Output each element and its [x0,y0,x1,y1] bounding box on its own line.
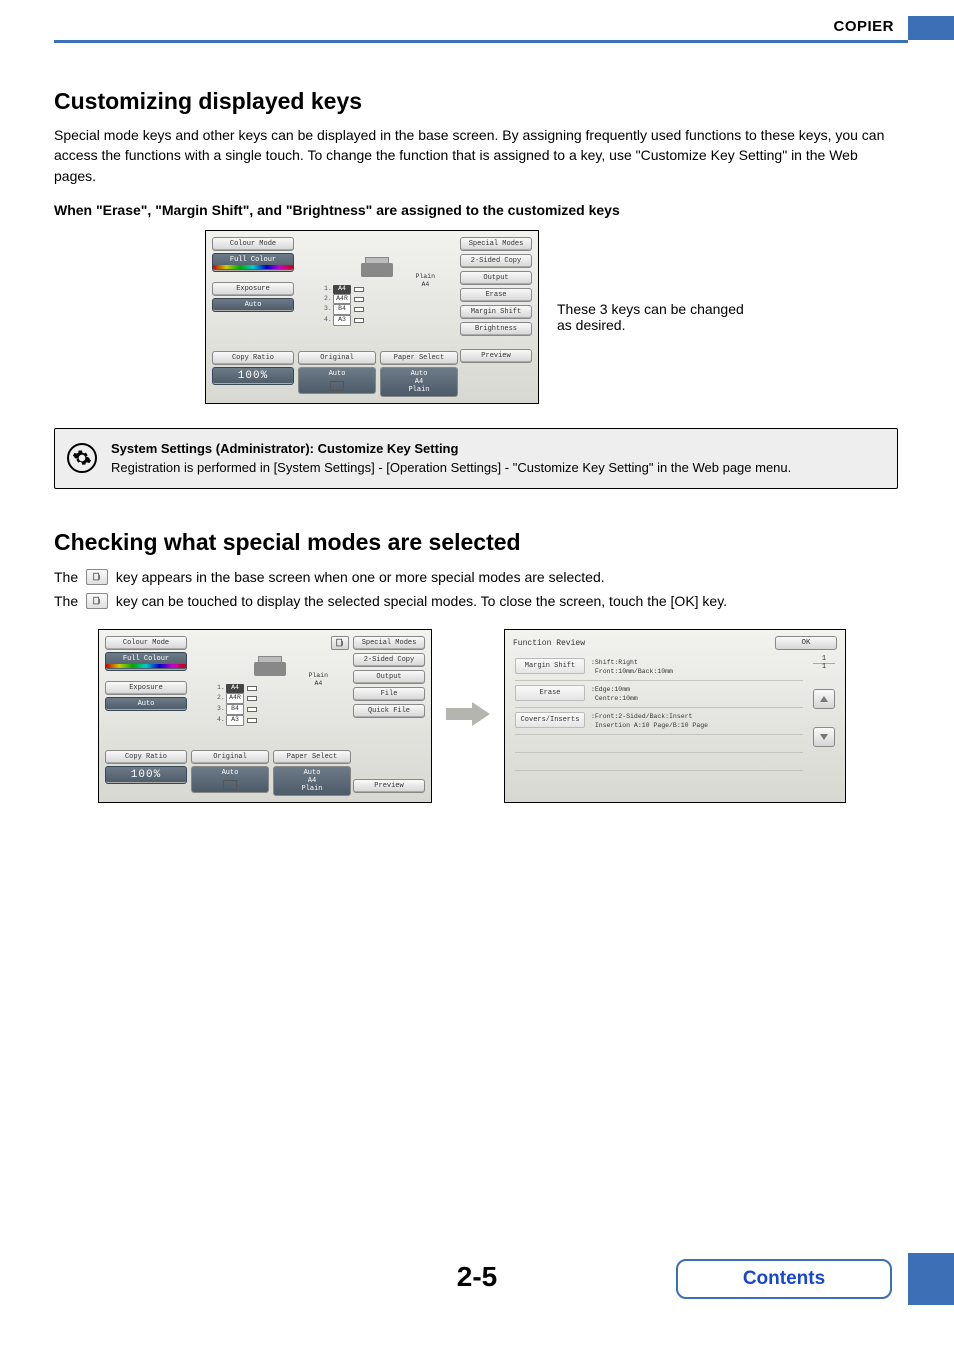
header-accent [908,16,954,40]
exposure-value: Auto [105,697,187,711]
brightness-button[interactable]: Brightness [460,322,532,336]
review-row: Margin Shift :Shift:Right Front:10mm/Bac… [515,654,803,681]
copier-panel-customized: Colour Mode Full Colour Exposure Auto Pl… [205,230,539,404]
header-label: COPIER [833,18,894,35]
original-button[interactable]: Original [298,351,376,365]
colour-mode-value: Full Colour [105,652,187,671]
copy-ratio-value: 100% [212,367,294,385]
review-label[interactable]: Erase [515,685,585,701]
review-row: Covers/Inserts :Front:2-Sided/Back:Inser… [515,708,803,735]
colour-mode-value: Full Colour [212,253,294,272]
quick-file-button[interactable]: Quick File [353,704,425,718]
colour-mode-button[interactable]: Colour Mode [212,237,294,251]
contents-accent [908,1253,954,1305]
colour-mode-button[interactable]: Colour Mode [105,636,187,650]
section2-line1: The key appears in the base screen when … [54,566,898,590]
page-indicator: 1 1 [813,656,835,671]
a4-label: A4 [421,281,429,288]
two-sided-button[interactable]: 2-Sided Copy [353,653,425,667]
colour-mode-text: Full Colour [230,256,276,264]
printer-icon: Plain A4 [250,654,290,680]
output-button[interactable]: Output [353,670,425,684]
header-rule [54,40,908,43]
output-button[interactable]: Output [460,271,532,285]
admin-title: System Settings (Administrator): Customi… [111,439,883,459]
copy-ratio-value: 100% [105,766,187,784]
section1-body: Special mode keys and other keys can be … [54,125,898,186]
copier-panel-base: Colour Mode Full Colour Exposure Auto Pl… [98,629,432,803]
contents-button[interactable]: Contents [676,1259,892,1299]
tray-list: 1.A4 2.A4R 3.B4 4.A3 [217,684,323,725]
scroll-down-button[interactable] [813,727,835,747]
tray-list: 1.A4 2.A4R 3.B4 4.A3 [324,285,430,326]
paper-select-button[interactable]: Paper Select [380,351,458,365]
info-key-icon [86,593,108,609]
review-label[interactable]: Margin Shift [515,658,585,674]
callout-text: These 3 keys can be changed as desired. [557,301,747,333]
section2-heading: Checking what special modes are selected [54,529,898,556]
scroll-up-button[interactable] [813,689,835,709]
paper-select-value: Auto A4 Plain [273,766,351,796]
exposure-value: Auto [212,298,294,312]
function-review-panel: Function Review OK Margin Shift :Shift:R… [504,629,846,803]
info-key-button[interactable] [331,636,349,650]
copy-ratio-button[interactable]: Copy Ratio [105,750,187,764]
ok-button[interactable]: OK [775,636,837,650]
margin-shift-button[interactable]: Margin Shift [460,305,532,319]
exposure-button[interactable]: Exposure [105,681,187,695]
review-title: Function Review [513,639,585,648]
printer-icon: Plain A4 [357,255,397,281]
original-button[interactable]: Original [191,750,269,764]
section1-heading: Customizing displayed keys [54,88,898,115]
paper-select-button[interactable]: Paper Select [273,750,351,764]
special-modes-button[interactable]: Special Modes [460,237,532,251]
plain-label: Plain [415,273,435,280]
two-sided-button[interactable]: 2-Sided Copy [460,254,532,268]
review-empty-row [515,753,803,771]
info-key-icon [86,569,108,585]
gear-icon [67,443,97,473]
review-row: Erase :Edge:10mm Centre:10mm [515,681,803,708]
section2-line2: The key can be touched to display the se… [54,590,898,614]
original-value: Auto [298,367,376,394]
review-desc: :Shift:Right Front:10mm/Back:10mm [591,658,673,676]
erase-button[interactable]: Erase [460,288,532,302]
review-empty-row [515,735,803,753]
file-button[interactable]: File [353,687,425,701]
copy-ratio-button[interactable]: Copy Ratio [212,351,294,365]
review-desc: :Edge:10mm Centre:10mm [591,685,638,703]
review-desc: :Front:2-Sided/Back:Insert Insertion A:1… [591,712,708,730]
review-label[interactable]: Covers/Inserts [515,712,585,728]
color-bar-icon [213,265,293,269]
color-bar-icon [106,664,186,668]
special-modes-button[interactable]: Special Modes [353,636,425,650]
admin-body: Registration is performed in [System Set… [111,458,883,478]
arrow-right-icon [446,702,490,731]
admin-note: System Settings (Administrator): Customi… [54,428,898,489]
exposure-button[interactable]: Exposure [212,282,294,296]
paper-select-value: Auto A4 Plain [380,367,458,397]
section1-subheading: When "Erase", "Margin Shift", and "Brigh… [54,202,898,218]
original-value: Auto [191,766,269,793]
